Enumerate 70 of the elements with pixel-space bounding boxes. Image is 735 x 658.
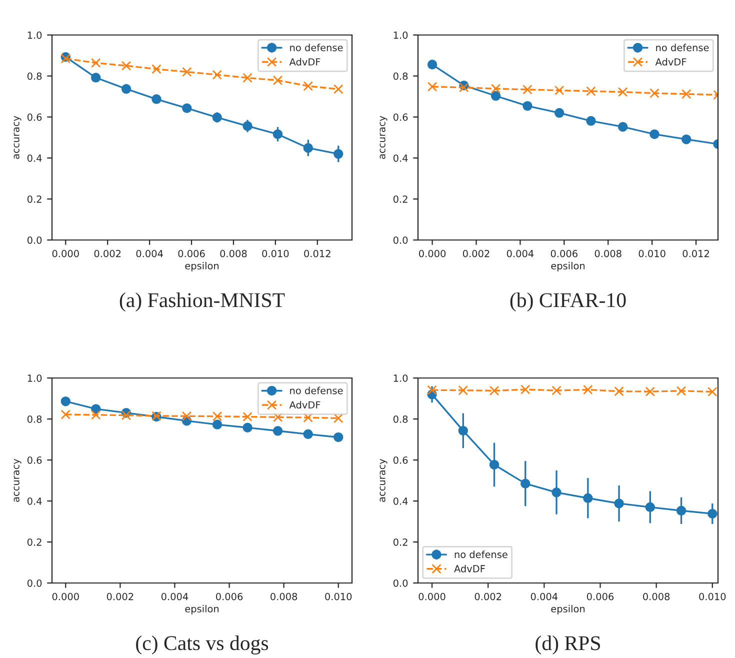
x-tick-label: 0.008: [270, 592, 298, 600]
y-tick-label: 1.0: [394, 31, 408, 39]
x-tick-label: 0.000: [419, 250, 446, 258]
legend-label: no defense: [656, 44, 709, 52]
y-tick-label: 0.8: [27, 72, 42, 80]
y-tick-label: 1.0: [28, 31, 42, 39]
legend-label: no defense: [290, 386, 343, 394]
y-tick-label: 0.6: [27, 113, 42, 121]
x-tick-label: 0.010: [699, 592, 726, 600]
y-tick-label: 0.4: [27, 154, 42, 162]
y-tick-label: 0.6: [393, 113, 408, 121]
y-tick-label: 0.6: [27, 456, 42, 464]
x-tick-label: 0.006: [550, 250, 578, 258]
legend-label: AdvDF: [454, 564, 485, 572]
y-tick-label: 0.8: [393, 415, 408, 423]
text: (d) RPS: [536, 636, 600, 654]
x-tick-label: 0.002: [462, 250, 490, 258]
x-tick-label: 0.004: [506, 250, 534, 258]
y-tick-label: 0.2: [393, 195, 408, 203]
x-tick-label: 0.002: [94, 250, 121, 258]
x-tick-label: 0.008: [594, 250, 622, 258]
x-tick-label: 0.006: [178, 250, 205, 258]
x-tick-label: 0.012: [304, 250, 330, 258]
x-tick-label: 0.010: [638, 250, 666, 258]
y-tick-label: 0.8: [393, 72, 408, 80]
y-tick-label: 0.0: [27, 236, 42, 244]
x-axis-title: epsilon: [185, 262, 219, 272]
legend-label: AdvDF: [289, 401, 320, 409]
x-tick-label: 0.000: [52, 250, 79, 258]
x-tick-label: 0.002: [474, 592, 502, 600]
y-tick-label: 0.4: [393, 497, 408, 505]
x-tick-label: 0.008: [220, 250, 247, 258]
x-tick-label: 0.006: [216, 592, 243, 600]
y-tick-label: 0.2: [393, 538, 408, 546]
y-tick-label: 0.8: [27, 415, 42, 423]
y-tick-label: 0.0: [27, 579, 42, 587]
x-tick-label: 0.012: [682, 250, 709, 258]
y-tick-label: 0.0: [393, 579, 408, 587]
y-axis-title: accuracy: [380, 458, 388, 502]
legend-label: AdvDF: [655, 58, 686, 66]
y-tick-label: 0.6: [393, 456, 408, 464]
x-tick-label: 0.000: [52, 592, 79, 600]
legend-label: no defense: [290, 44, 343, 52]
y-tick-label: 1.0: [394, 374, 408, 382]
y-axis-title: accuracy: [14, 458, 22, 502]
legend-label: AdvDF: [289, 58, 320, 66]
y-tick-label: 0.0: [393, 236, 408, 244]
y-axis-title: accuracy: [380, 116, 388, 159]
y-tick-label: 0.4: [393, 154, 408, 162]
text: (c) Cats vs dogs: [136, 636, 268, 654]
x-tick-label: 0.002: [106, 592, 134, 600]
x-tick-label: 0.004: [530, 592, 558, 600]
x-axis-title: epsilon: [551, 604, 585, 614]
x-tick-label: 0.004: [161, 592, 188, 600]
x-tick-label: 0.000: [418, 592, 446, 600]
y-tick-label: 0.2: [27, 195, 42, 203]
text: (b) CIFAR-10: [510, 292, 626, 312]
y-tick-label: 0.2: [27, 538, 42, 546]
text: (a) Fashion-MNIST: [120, 292, 285, 312]
x-tick-label: 0.008: [643, 592, 670, 600]
y-tick-label: 1.0: [28, 374, 42, 382]
x-tick-label: 0.010: [325, 592, 352, 600]
legend-label: no defense: [454, 550, 508, 558]
x-axis-title: epsilon: [551, 262, 585, 272]
x-tick-label: 0.004: [136, 250, 163, 258]
x-axis-title: epsilon: [185, 604, 219, 614]
y-axis-title: accuracy: [14, 116, 22, 159]
y-tick-label: 0.4: [27, 497, 42, 505]
x-tick-label: 0.010: [262, 250, 289, 258]
x-tick-label: 0.006: [586, 592, 614, 600]
